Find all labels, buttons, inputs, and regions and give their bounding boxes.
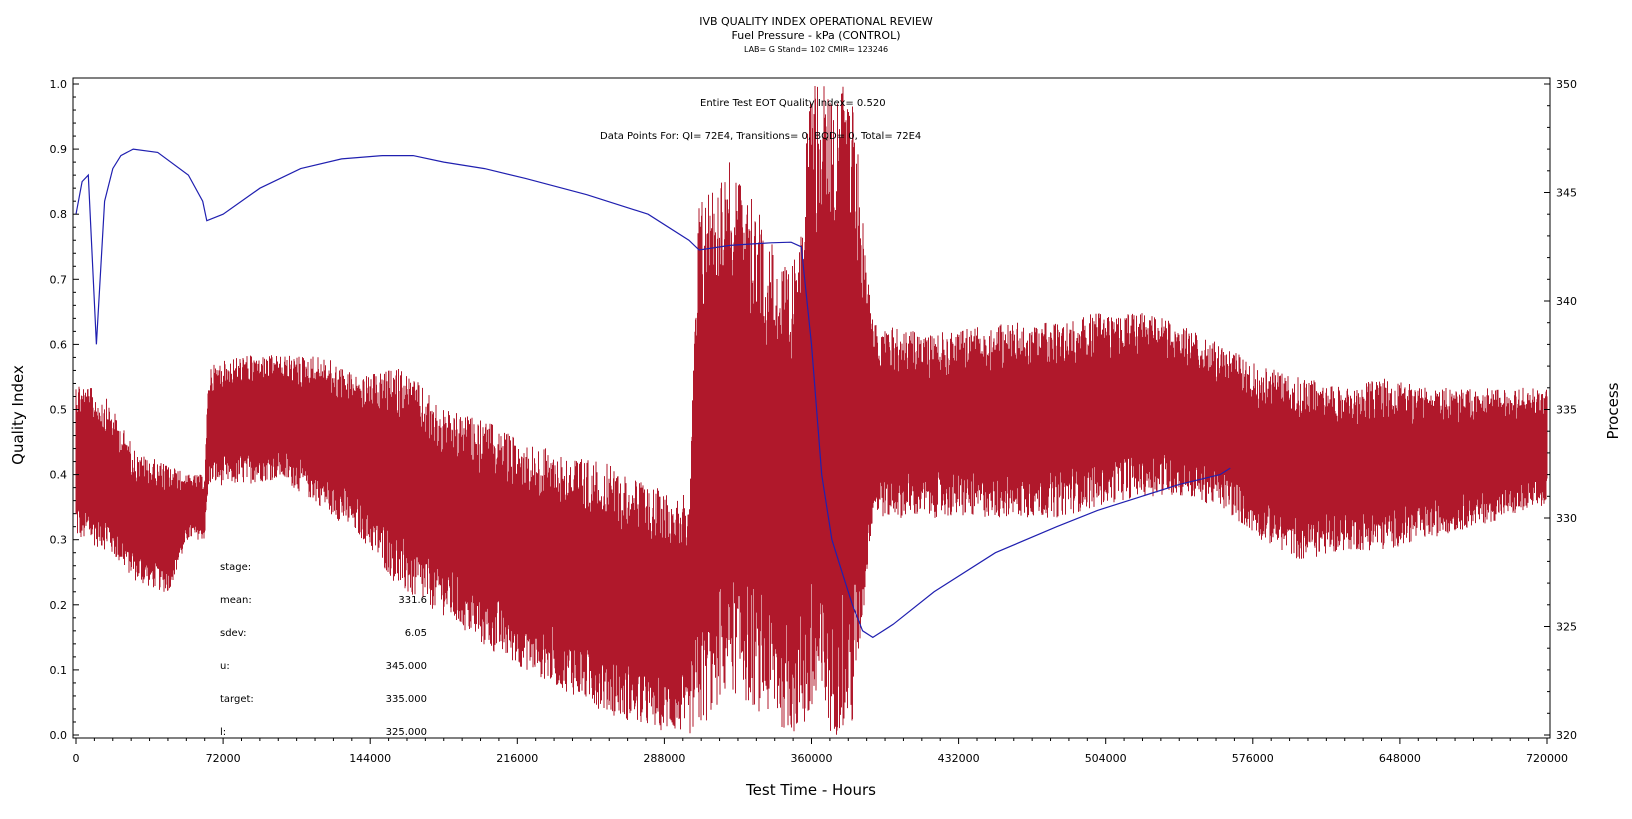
x-tick-label: 720000 [1526, 752, 1568, 765]
stat-label: u: [220, 661, 230, 672]
quality-index-line [75, 148, 1231, 639]
data-points-text: Data Points For: QI= 72E4, Transitions= … [600, 131, 921, 142]
stat-value: 335.000 [386, 694, 427, 705]
stat-value: 345.000 [386, 661, 427, 672]
chart-subtitle-2: LAB= G Stand= 102 CMIR= 123246 [744, 45, 888, 54]
stat-value: 325.000 [386, 727, 427, 738]
y-axis-left-label: Quality Index [9, 365, 27, 465]
y-right-tick-label: 335 [1556, 404, 1577, 417]
process-series [75, 86, 1548, 735]
right-axis: 320 325 330 335 340 345 350 [1544, 78, 1577, 742]
x-axis-label: Test Time - Hours [745, 781, 876, 799]
y-left-tick-label: 0.5 [50, 404, 68, 417]
y-right-tick-label: 350 [1556, 78, 1577, 91]
process-trace [75, 86, 1548, 735]
y-left-tick-label: 0.3 [50, 534, 68, 547]
y-right-tick-label: 340 [1556, 295, 1577, 308]
y-left-tick-label: 0.0 [50, 729, 68, 742]
x-tick-label: 216000 [496, 752, 538, 765]
y-left-tick-label: 0.1 [50, 664, 68, 677]
stat-label: sdev: [220, 628, 246, 639]
y-right-tick-label: 320 [1556, 729, 1577, 742]
x-tick-label: 0 [73, 752, 80, 765]
y-left-tick-label: 0.8 [50, 208, 68, 221]
y-left-tick-label: 0.2 [50, 599, 68, 612]
y-right-tick-label: 330 [1556, 512, 1577, 525]
stat-label: stage: [220, 562, 251, 573]
left-axis: 0.0 0.1 0.2 0.3 0.4 0.5 0.6 0.7 0.8 0.9 1.0 [50, 78, 79, 742]
y-axis-right-label: Process [1604, 382, 1622, 439]
x-tick-label: 504000 [1085, 752, 1127, 765]
x-tick-label: 288000 [643, 752, 685, 765]
x-tick-label: 72000 [206, 752, 241, 765]
eot-quality-index-text: Entire Test EOT Quality Index= 0.520 [700, 98, 886, 109]
y-left-tick-label: 1.0 [50, 78, 68, 91]
stats-block: stage: mean: 331.6 sdev: 6.05 u: 345.000 target… [220, 562, 427, 738]
y-left-tick-label: 0.9 [50, 143, 68, 156]
quality-index-series [75, 148, 1231, 639]
x-tick-label: 432000 [938, 752, 980, 765]
chart-subtitle: Fuel Pressure - kPa (CONTROL) [732, 29, 901, 42]
stat-label: l: [220, 727, 226, 738]
y-right-tick-label: 325 [1556, 621, 1577, 634]
stat-label: mean: [220, 595, 252, 606]
y-left-tick-label: 0.6 [50, 338, 68, 351]
x-tick-label: 144000 [349, 752, 391, 765]
chart-title: IVB QUALITY INDEX OPERATIONAL REVIEW [699, 15, 933, 28]
stat-value: 331.6 [398, 595, 427, 606]
stat-label: target: [220, 694, 254, 705]
x-tick-label: 576000 [1232, 752, 1274, 765]
x-axis: 0 72000 144000 216000 288000 360000 432000 5040… [73, 738, 1568, 765]
x-tick-label: 360000 [791, 752, 833, 765]
x-tick-label: 648000 [1379, 752, 1421, 765]
y-left-tick-label: 0.4 [50, 469, 68, 482]
y-right-tick-label: 345 [1556, 187, 1577, 200]
stat-value: 6.05 [405, 628, 427, 639]
y-left-tick-label: 0.7 [50, 273, 68, 286]
